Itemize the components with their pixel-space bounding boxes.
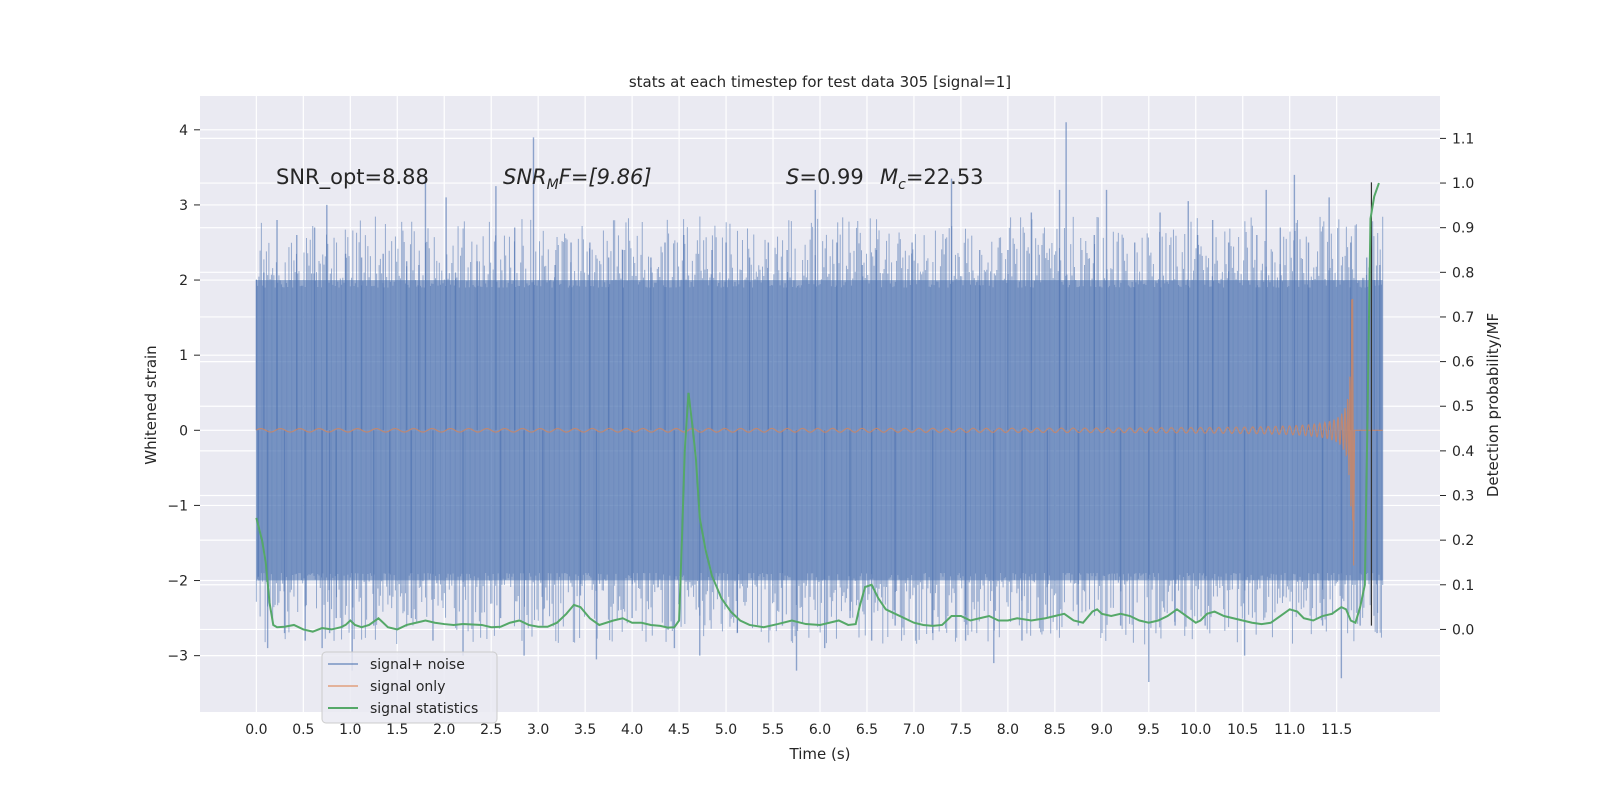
y2-tick-label: 0.1 <box>1452 578 1474 594</box>
annotation-snr-opt: SNR_opt=8.88 <box>276 165 429 190</box>
y2-ticks: 0.0 0.1 0.2 0.3 0.4 0.5 0.6 0.7 0.8 0.9 1.0 1.1 <box>1440 131 1474 638</box>
annotation-mc: Mc=22.53 <box>880 165 984 193</box>
annotation-s-prefix: S <box>786 165 799 189</box>
legend-box <box>321 651 498 724</box>
y2-tick-label: 0.2 <box>1452 533 1474 549</box>
x-tick-label: 4.5 <box>668 722 690 738</box>
y-tick-label: −1 <box>167 498 188 514</box>
y2-tick-label: 1.0 <box>1452 176 1474 192</box>
x-tick-label: 7.0 <box>903 722 925 738</box>
signal-chirp <box>256 298 1383 566</box>
y2-axis-label: Detection probability/MF <box>1484 313 1502 497</box>
annotation-snr-mf: SNRMF=[9.86] <box>503 165 652 193</box>
y2-tick-label: 0.3 <box>1452 489 1474 505</box>
annotation-mc-prefix: M <box>880 165 898 189</box>
y2-tick-label: 0.8 <box>1452 265 1474 281</box>
y-tick-label: 2 <box>179 273 188 289</box>
y2-tick-label: 0.6 <box>1452 355 1474 371</box>
x-tick-label: 1.0 <box>339 722 361 738</box>
y-ticks: −3 −2 −1 0 1 2 3 4 <box>167 123 200 665</box>
x-tick-label: 7.5 <box>950 722 972 738</box>
x-tick-label: 0.0 <box>245 722 267 738</box>
x-axis-label: Time (s) <box>789 745 851 763</box>
x-tick-label: 10.5 <box>1227 722 1258 738</box>
y-tick-label: −3 <box>167 649 188 665</box>
x-tick-label: 1.5 <box>386 722 408 738</box>
series-signal-statistics <box>255 182 1380 633</box>
y2-tick-label: 0.4 <box>1452 444 1474 460</box>
y-tick-label: 4 <box>179 123 188 139</box>
annotation-mc-value: =22.53 <box>906 165 984 189</box>
y2-tick-label: 0.0 <box>1452 622 1474 638</box>
x-tick-label: 6.5 <box>856 722 878 738</box>
x-tick-label: 8.5 <box>1044 722 1066 738</box>
y-tick-label: −2 <box>167 574 188 590</box>
x-tick-label: 11.0 <box>1274 722 1305 738</box>
chart-title: stats at each timestep for test data 305… <box>629 73 1011 91</box>
y2-tick-label: 0.7 <box>1452 310 1474 326</box>
annotation-s-value: =0.99 <box>799 165 863 189</box>
x-tick-label: 10.0 <box>1180 722 1211 738</box>
x-tick-label: 11.5 <box>1321 722 1352 738</box>
y-axis-label: Whitened strain <box>142 345 160 464</box>
annotation-snr-mf-suffix: F=[9.86] <box>559 165 652 189</box>
x-tick-label: 3.5 <box>574 722 596 738</box>
x-tick-label: 5.5 <box>762 722 784 738</box>
annotation-s: S=0.99 <box>786 165 864 189</box>
y-tick-label: 1 <box>179 348 188 364</box>
x-tick-label: 3.0 <box>527 722 549 738</box>
x-tick-label: 2.0 <box>433 722 455 738</box>
x-tick-label: 6.0 <box>809 722 831 738</box>
x-tick-label: 9.5 <box>1138 722 1160 738</box>
y2-tick-label: 0.9 <box>1452 221 1474 237</box>
annotation-snr-mf-sub: M <box>547 177 559 193</box>
y2-tick-label: 1.1 <box>1452 131 1474 147</box>
x-ticks: 0.0 0.5 1.0 1.5 2.0 2.5 3.0 3.5 4.0 4.5 5.0 5.5 6.0 6… <box>245 722 1352 738</box>
legend-label-noise: signal+ noise <box>370 657 465 673</box>
y-tick-label: 3 <box>179 198 188 214</box>
x-tick-label: 4.0 <box>621 722 643 738</box>
x-tick-label: 5.0 <box>715 722 737 738</box>
annotation-mc-sub: c <box>898 177 906 193</box>
legend-label-signal: signal only <box>370 679 445 695</box>
x-tick-label: 0.5 <box>292 722 314 738</box>
series-signal-only <box>256 298 1383 566</box>
legend: signal+ noise signal only signal statist… <box>321 651 498 724</box>
annotation-snr-mf-prefix: SNR <box>503 165 547 189</box>
y2-tick-label: 0.5 <box>1452 399 1474 415</box>
x-tick-label: 8.0 <box>997 722 1019 738</box>
y-tick-label: 0 <box>179 423 188 439</box>
x-tick-label: 9.0 <box>1091 722 1113 738</box>
x-tick-label: 2.5 <box>480 722 502 738</box>
legend-label-stats: signal statistics <box>370 701 478 717</box>
